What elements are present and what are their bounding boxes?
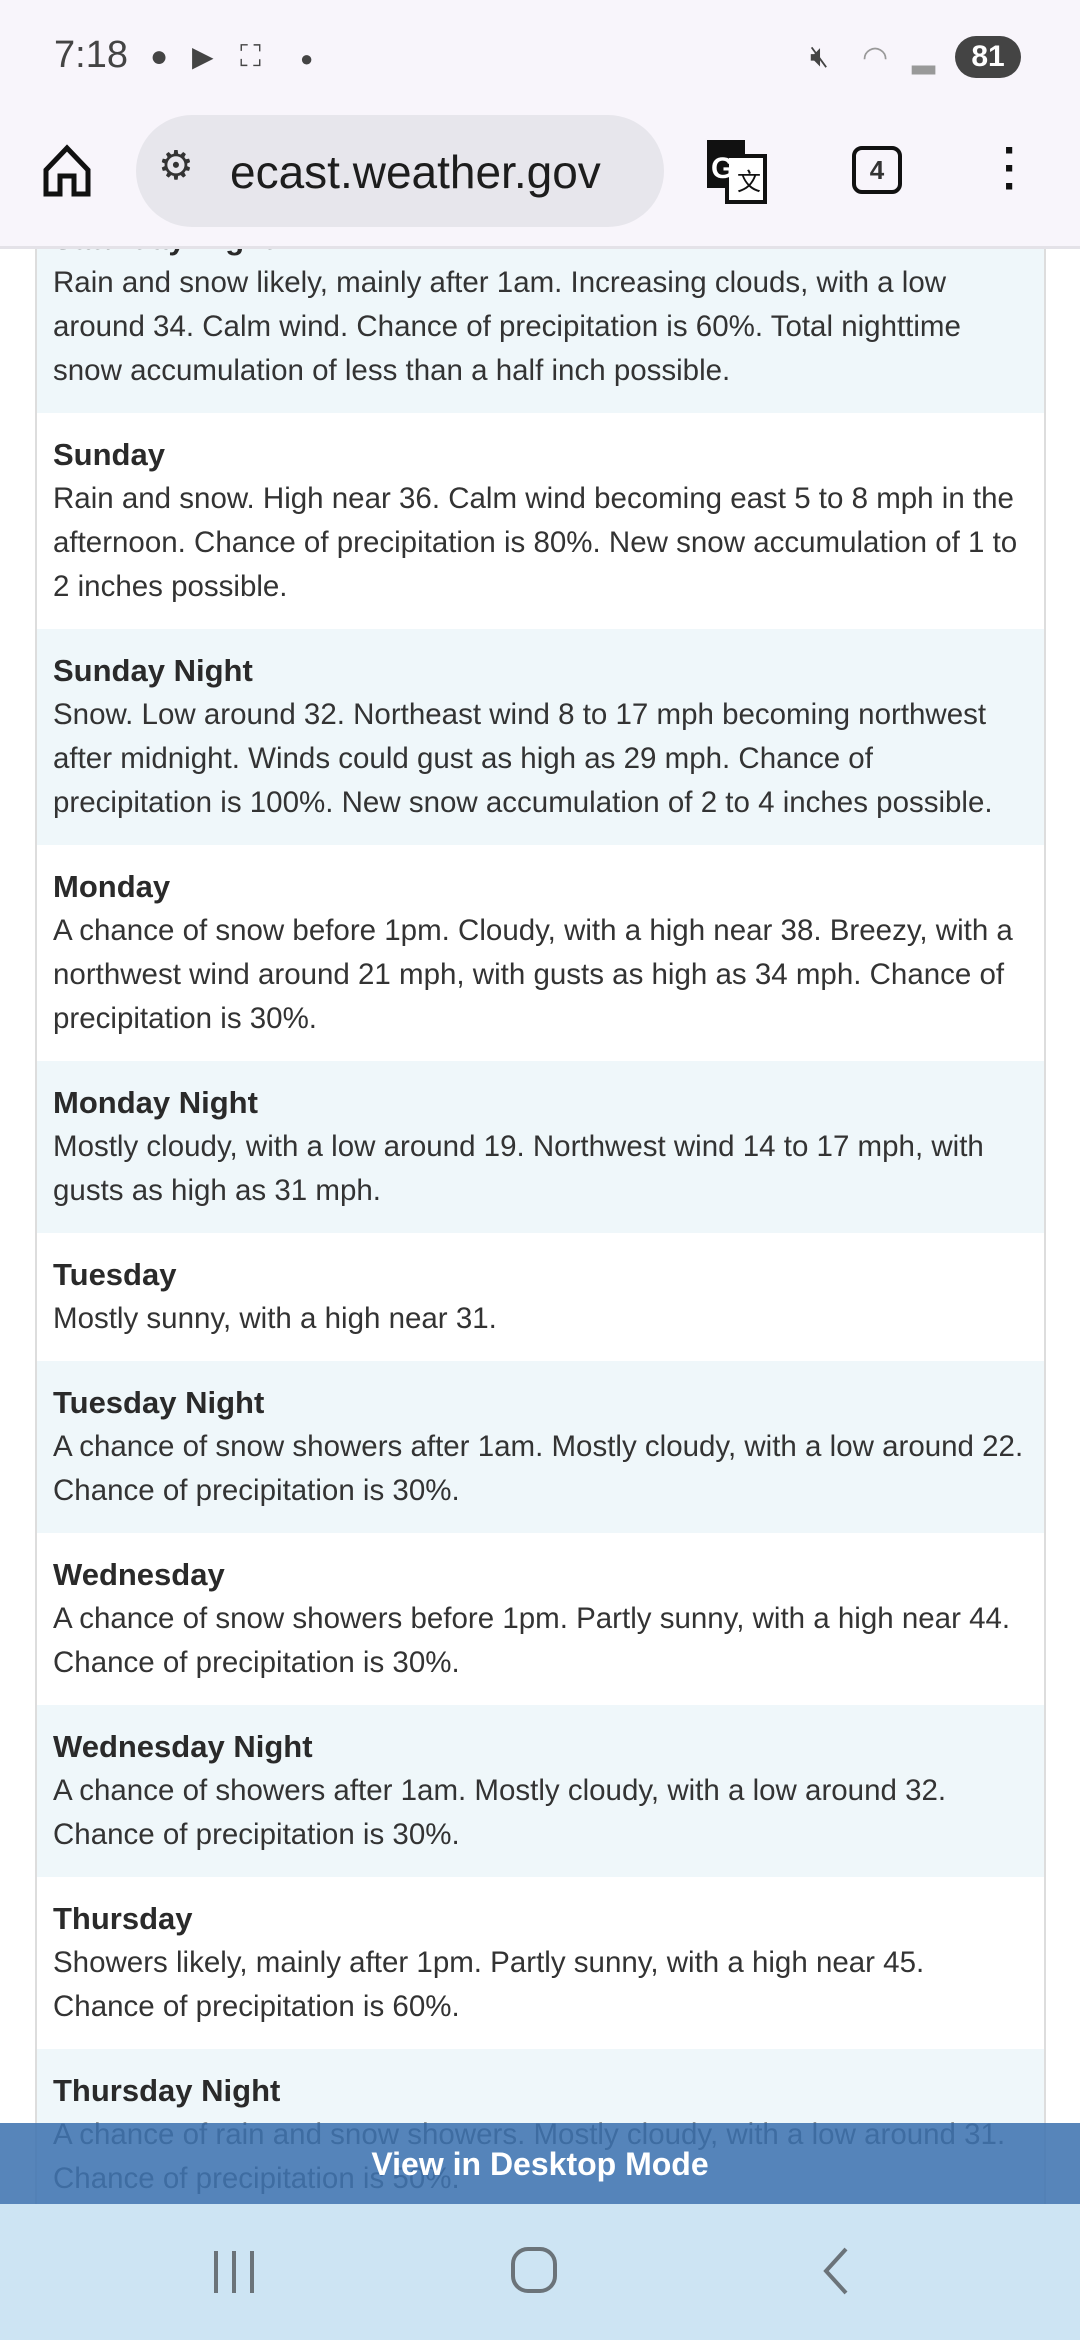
home-icon[interactable]: [42, 144, 92, 198]
period-forecast: Mostly sunny, with a high near 31.: [53, 1302, 497, 1335]
youtube-icon: ▶: [192, 41, 214, 72]
view-desktop-mode-button[interactable]: View in Desktop Mode: [0, 2123, 1080, 2205]
signal-icon: ▂: [912, 41, 936, 74]
clock: 7:18: [54, 34, 128, 76]
forecast-row: Monday Night Mostly cloudy, with a low ar…: [37, 1061, 1044, 1233]
period-name: Tuesday: [53, 1257, 177, 1292]
home-nav-icon[interactable]: [510, 2246, 560, 2296]
period-forecast: A chance of showers after 1am. Mostly cl…: [53, 1774, 947, 1851]
tab-switcher-button[interactable]: 4: [852, 146, 902, 194]
more-menu-icon[interactable]: · · ·: [1003, 126, 1018, 211]
forecast-row: Sunday Night Snow. Low around 32. Northea…: [37, 629, 1044, 845]
forecast-list: Saturday NightRain and snow likely, main…: [35, 197, 1046, 2221]
period-forecast: Rain and snow likely, mainly after 1am. …: [53, 266, 961, 387]
period-name: Thursday: [53, 1901, 193, 1936]
chat-bubble-icon: ●: [150, 40, 169, 73]
period-forecast: Snow. Low around 32. Northeast wind 8 to…: [53, 698, 993, 819]
forecast-row: Thursday Showers likely, mainly after 1pm…: [37, 1877, 1044, 2049]
site-settings-icon[interactable]: ⚙: [158, 144, 194, 188]
recent-apps-icon[interactable]: [210, 2249, 260, 2295]
svg-text:文: 文: [737, 169, 761, 196]
period-forecast: A chance of snow before 1pm. Cloudy, wit…: [53, 914, 1013, 1035]
forecast-row: Sunday Rain and snow. High near 36. Calm …: [37, 413, 1044, 629]
forecast-row: Tuesday Night A chance of snow showers af…: [37, 1361, 1044, 1533]
forecast-row: Wednesday Night A chance of showers after…: [37, 1705, 1044, 1877]
svg-text:G: G: [711, 152, 734, 185]
period-forecast: Showers likely, mainly after 1pm. Partly…: [53, 1946, 925, 2023]
period-forecast: A chance of snow showers after 1am. Most…: [53, 1430, 1024, 1507]
mute-icon: 🔇︎: [810, 40, 829, 73]
forecast-row: Wednesday A chance of snow showers before…: [37, 1533, 1044, 1705]
period-name: Monday: [53, 869, 171, 904]
address-bar[interactable]: ⚙ ecast.weather.gov: [136, 115, 664, 227]
period-name: Monday Night: [53, 1085, 258, 1120]
period-forecast: Mostly cloudy, with a low around 19. Nor…: [53, 1130, 984, 1207]
period-name: Sunday: [53, 437, 165, 472]
dot-icon: ●: [300, 46, 314, 71]
period-name: Tuesday Night: [53, 1385, 265, 1420]
forecast-row: Monday A chance of snow before 1pm. Cloud…: [37, 845, 1044, 1061]
url-text: ecast.weather.gov: [230, 146, 601, 198]
period-name: Sunday Night: [53, 653, 253, 688]
battery-indicator: 81: [955, 36, 1021, 78]
period-name: Wednesday: [53, 1557, 225, 1592]
period-name: Thursday Night: [53, 2073, 281, 2108]
back-icon[interactable]: [820, 2246, 856, 2296]
status-bar: 7:18 ● ▶ ⛶ ● 🔇︎ ◠ ▂ 81: [0, 0, 1080, 112]
period-forecast: A chance of snow showers before 1pm. Par…: [53, 1602, 1011, 1679]
screenshot-icon: ⛶: [240, 40, 261, 73]
period-forecast: Rain and snow. High near 36. Calm wind b…: [53, 482, 1018, 603]
wifi-icon: ◠: [862, 41, 889, 74]
navigation-bar: [0, 2204, 1080, 2340]
forecast-row: Tuesday Mostly sunny, with a high near 31…: [37, 1233, 1044, 1361]
period-name: Wednesday Night: [53, 1729, 313, 1764]
